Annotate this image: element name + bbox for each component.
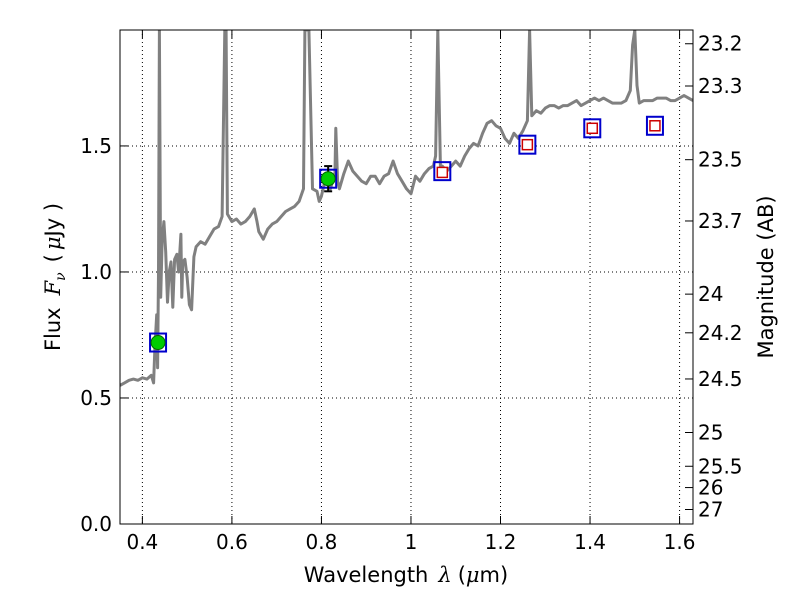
model-spectrum-line — [120, 30, 693, 387]
x-tick-label: 1.6 — [664, 530, 696, 554]
x-axis-lambda: λ — [437, 563, 451, 587]
plot-frame — [119, 29, 694, 525]
model-flux-box — [149, 332, 168, 353]
mag-tick-label: 23.2 — [698, 32, 743, 56]
mag-tick-label: 23.3 — [698, 74, 743, 98]
x-axis-unit-mu: μ — [466, 563, 480, 587]
mag-tick-label: 23.7 — [698, 209, 743, 233]
mag-tick-label: 25.5 — [698, 454, 743, 478]
x-tick-label: 0.8 — [306, 530, 338, 554]
x-axis-unit-open: ( — [458, 563, 466, 587]
model-flux-box — [645, 115, 664, 136]
upper-limit-marker — [521, 138, 534, 151]
upper-limit-marker — [436, 166, 449, 179]
y-axis-unit-rest: Jy ) — [41, 203, 65, 239]
y-axis-unit-mu: μ — [41, 236, 65, 250]
y-tick-label: 0.5 — [80, 386, 112, 410]
detection-marker — [320, 171, 336, 187]
upper-limit-marker — [649, 120, 661, 132]
upper-limit-marker — [586, 122, 599, 135]
y-axis-symbol: F — [41, 279, 65, 296]
x-tick-label: 1.4 — [574, 530, 606, 554]
x-tick-label: 0.4 — [126, 530, 158, 554]
y-axis-label-text: Flux — [41, 307, 65, 351]
grid-lines — [120, 30, 693, 525]
y-tick-label: 0.0 — [80, 512, 112, 536]
model-flux-box — [518, 134, 537, 155]
x-axis-label: Wavelength λ (μm) — [304, 563, 508, 587]
mag-tick-label: 24 — [698, 282, 723, 306]
x-tick-label: 1.2 — [485, 530, 517, 554]
x-tick-label: 0.6 — [216, 530, 248, 554]
mag-tick-label: 24.5 — [698, 367, 743, 391]
y-tick-label: 1.5 — [80, 134, 112, 158]
y-axis-subscript: ν — [53, 272, 69, 281]
x-axis-label-text: Wavelength — [304, 563, 429, 587]
mag-tick-label: 24.2 — [698, 321, 743, 345]
y-tick-label: 1.0 — [80, 260, 112, 284]
y-axis-label: Flux Fν ( μJy ) — [41, 203, 69, 351]
y2-axis-label: Magnitude (AB) — [754, 195, 778, 358]
photometry-markers — [149, 115, 664, 353]
axis-ticks: 0.4 0.6 0.8 1 1.2 1.4 1.6 0.0 0.5 1.0 1.5 23.2 23.3 2… — [80, 30, 743, 554]
model-flux-box — [433, 161, 452, 182]
model-flux-box — [583, 118, 602, 139]
mag-tick-label: 23.5 — [698, 148, 743, 172]
y-axis-unit-open: ( — [41, 254, 65, 262]
detection-marker — [150, 335, 166, 351]
x-tick-label: 1 — [405, 530, 418, 554]
mag-tick-label: 27 — [698, 497, 723, 521]
mag-tick-label: 26 — [698, 476, 723, 500]
mag-tick-label: 25 — [698, 420, 723, 444]
x-axis-unit-rest: m) — [480, 563, 509, 587]
